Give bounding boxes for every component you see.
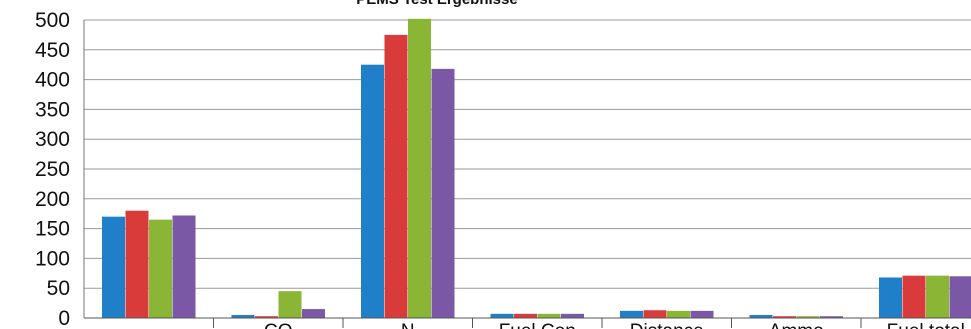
bar <box>667 310 690 318</box>
bar <box>490 313 514 318</box>
bar <box>514 313 537 318</box>
bar <box>408 18 431 318</box>
bar <box>690 310 714 318</box>
bar <box>749 315 773 318</box>
bar <box>231 315 255 318</box>
bar <box>255 316 278 318</box>
y-tick-label: 0 <box>58 307 70 329</box>
y-tick-label: 150 <box>35 218 70 241</box>
bar <box>302 309 325 318</box>
bar <box>561 313 584 318</box>
bar <box>537 313 561 318</box>
chart-title: PEMS Test Ergebnisse <box>356 0 517 8</box>
bar <box>361 64 384 318</box>
bar <box>796 316 820 318</box>
y-tick-label: 400 <box>35 69 70 92</box>
y-tick-label: 300 <box>35 128 70 151</box>
y-tick-label: 450 <box>35 39 70 62</box>
bar <box>902 275 926 318</box>
x-tick-label: N <box>401 321 415 329</box>
y-tick-label: 500 <box>35 9 70 32</box>
bar <box>620 310 643 318</box>
x-tick-label: Fuel Con <box>499 321 576 329</box>
bar <box>643 310 667 318</box>
bar <box>879 277 902 318</box>
bar <box>949 276 971 318</box>
bar <box>172 215 196 318</box>
bar <box>431 68 455 318</box>
x-tick-label: Distance <box>630 321 704 329</box>
bar <box>926 275 949 318</box>
bar <box>125 210 149 318</box>
bar <box>102 216 125 318</box>
bar <box>149 219 172 318</box>
y-tick-label: 100 <box>35 247 70 270</box>
y-tick-label: 350 <box>35 98 70 121</box>
y-tick-label: 200 <box>35 188 70 211</box>
y-tick-label: 50 <box>47 277 70 300</box>
x-tick-label: Fuel total <box>887 321 965 329</box>
y-tick-label: 250 <box>35 158 70 181</box>
bar <box>773 316 796 318</box>
x-tick-label: Ammo <box>769 321 824 329</box>
bar <box>278 291 302 318</box>
x-tick-label: CO <box>264 321 293 329</box>
bar <box>820 316 843 318</box>
bar <box>384 34 408 319</box>
